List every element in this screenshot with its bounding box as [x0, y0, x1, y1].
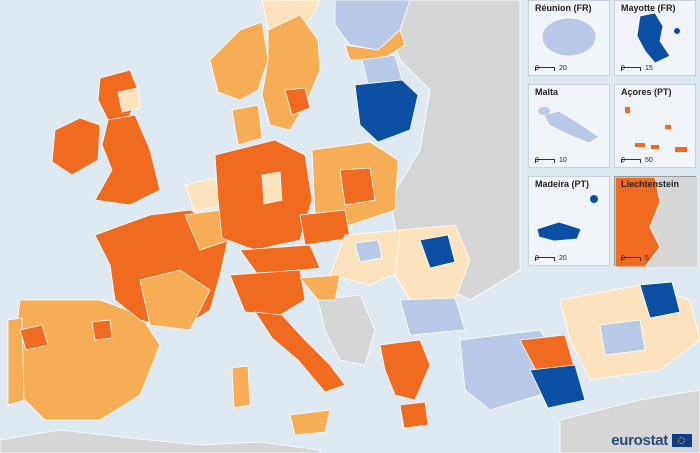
- region-sweden-stockholm: [284, 87, 311, 116]
- region-spain-basque: [91, 319, 113, 341]
- region-estonia: [361, 54, 403, 85]
- inset-malta-title: Malta: [535, 87, 559, 97]
- region-ireland: [51, 117, 101, 176]
- inset-reunion-shape: [541, 17, 597, 57]
- inset-reunion-scale: 0 20: [535, 65, 567, 72]
- region-finland-south: [344, 29, 406, 61]
- inset-reunion: Réunion (FR) 0 20: [528, 0, 610, 76]
- inset-mayotte-scale: 0 15: [621, 65, 653, 72]
- inset-madeira: Madeira (PT) 0 20: [528, 176, 610, 266]
- inset-acores: Açores (PT) 0 50: [614, 84, 696, 168]
- region-benelux: [184, 177, 223, 213]
- region-greece: [379, 339, 431, 401]
- region-bulgaria: [399, 297, 466, 336]
- region-denmark: [231, 104, 263, 146]
- inset-reunion-title: Réunion (FR): [535, 3, 592, 13]
- non-eu-land-middle-east: [559, 389, 700, 453]
- inset-liechtenstein-shape: [615, 177, 697, 267]
- inset-mayotte-shape: [636, 12, 680, 64]
- eurostat-logo: eurostat: [611, 432, 692, 449]
- inset-madeira-shape: [536, 195, 598, 242]
- inset-malta: Malta 0 10: [528, 84, 610, 168]
- inset-malta-shape: [538, 107, 600, 144]
- region-turkey-northeast: [639, 281, 681, 319]
- inset-acores-title: Açores (PT): [621, 87, 672, 97]
- region-italy-north: [229, 269, 306, 316]
- inset-mayotte-title: Mayotte (FR): [621, 3, 676, 13]
- inset-liechtenstein-title: Liechtenstein: [621, 179, 680, 189]
- inset-liechtenstein: Liechtenstein 0 5: [614, 176, 697, 267]
- region-sardinia: [231, 365, 251, 409]
- inset-mayotte: Mayotte (FR) 0 15: [614, 0, 696, 76]
- region-greece-islands: [399, 401, 429, 429]
- region-turkey-south: [529, 364, 586, 409]
- region-sicily: [289, 409, 331, 436]
- region-croatia-slovenia: [299, 274, 341, 301]
- inset-madeira-title: Madeira (PT): [535, 179, 590, 189]
- region-austria: [239, 244, 321, 276]
- region-spain-madrid: [19, 324, 49, 351]
- region-czechia: [299, 209, 351, 246]
- region-uk-england: [94, 114, 161, 206]
- region-italy-peninsula: [254, 311, 346, 393]
- eurostat-logo-text: eurostat: [611, 432, 668, 449]
- region-portugal: [7, 317, 25, 406]
- region-turkey-east-2: [599, 319, 646, 356]
- inset-liechtenstein-scale: 0 5: [621, 255, 649, 262]
- region-romania-north: [419, 234, 456, 269]
- non-eu-land-africa: [0, 429, 321, 453]
- non-eu-land-balkans: [317, 294, 376, 366]
- region-hungary-capital: [354, 239, 383, 263]
- inset-madeira-scale: 0 20: [535, 255, 567, 262]
- region-uk-north: [117, 87, 141, 113]
- region-poland-central: [339, 167, 376, 206]
- inset-acores-scale: 0 50: [621, 157, 653, 164]
- inset-malta-scale: 0 10: [535, 157, 567, 164]
- region-france-south: [139, 269, 211, 331]
- eu-flag-icon: [672, 434, 692, 447]
- region-latvia-lithuania: [354, 79, 419, 143]
- region-germany-berlin: [261, 171, 283, 205]
- region-norway-south: [209, 21, 269, 101]
- inset-acores-shape: [625, 107, 687, 152]
